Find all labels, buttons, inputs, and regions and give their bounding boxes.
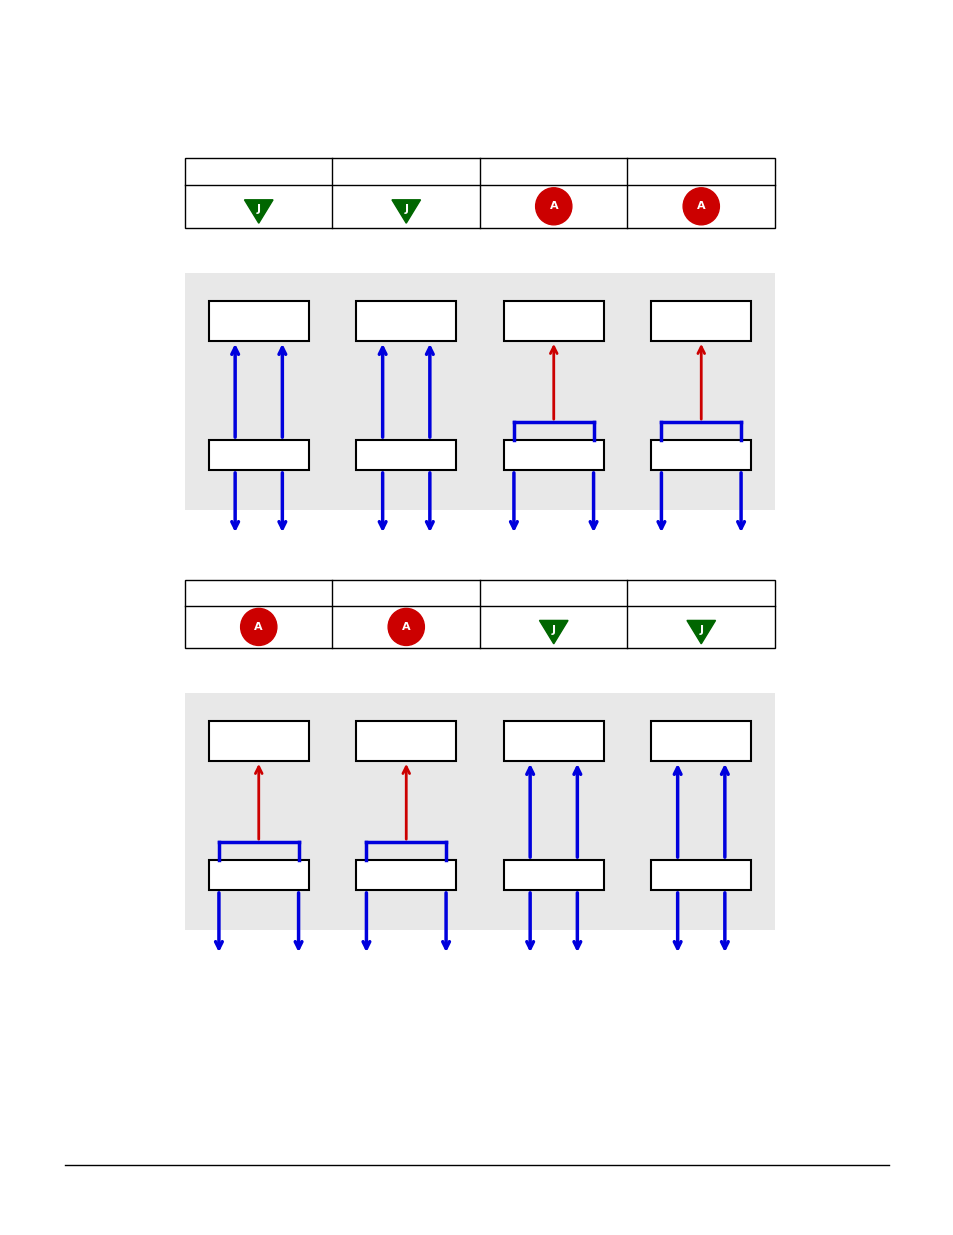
Text: A: A: [549, 201, 558, 211]
Text: A: A: [401, 622, 410, 632]
Bar: [650, 301, 751, 341]
Bar: [209, 721, 309, 761]
Text: J: J: [551, 625, 556, 635]
Polygon shape: [538, 620, 567, 643]
Bar: [650, 440, 751, 471]
Polygon shape: [686, 620, 715, 643]
Text: J: J: [404, 204, 408, 214]
Text: A: A: [697, 201, 705, 211]
Bar: [185, 693, 774, 930]
Bar: [185, 158, 774, 228]
Bar: [209, 860, 309, 890]
Bar: [355, 860, 456, 890]
Ellipse shape: [388, 609, 424, 646]
Bar: [503, 721, 603, 761]
Text: A: A: [254, 622, 263, 632]
Ellipse shape: [535, 188, 571, 225]
Bar: [209, 301, 309, 341]
Bar: [355, 301, 456, 341]
Bar: [503, 860, 603, 890]
Bar: [355, 440, 456, 471]
Bar: [650, 721, 751, 761]
Bar: [209, 440, 309, 471]
Bar: [503, 301, 603, 341]
Polygon shape: [392, 200, 420, 224]
Text: J: J: [256, 204, 260, 214]
Bar: [185, 580, 774, 648]
Bar: [503, 440, 603, 471]
Bar: [185, 273, 774, 510]
Bar: [355, 721, 456, 761]
Ellipse shape: [682, 188, 719, 225]
Ellipse shape: [240, 609, 276, 646]
Text: J: J: [699, 625, 702, 635]
Bar: [650, 860, 751, 890]
Polygon shape: [244, 200, 273, 224]
